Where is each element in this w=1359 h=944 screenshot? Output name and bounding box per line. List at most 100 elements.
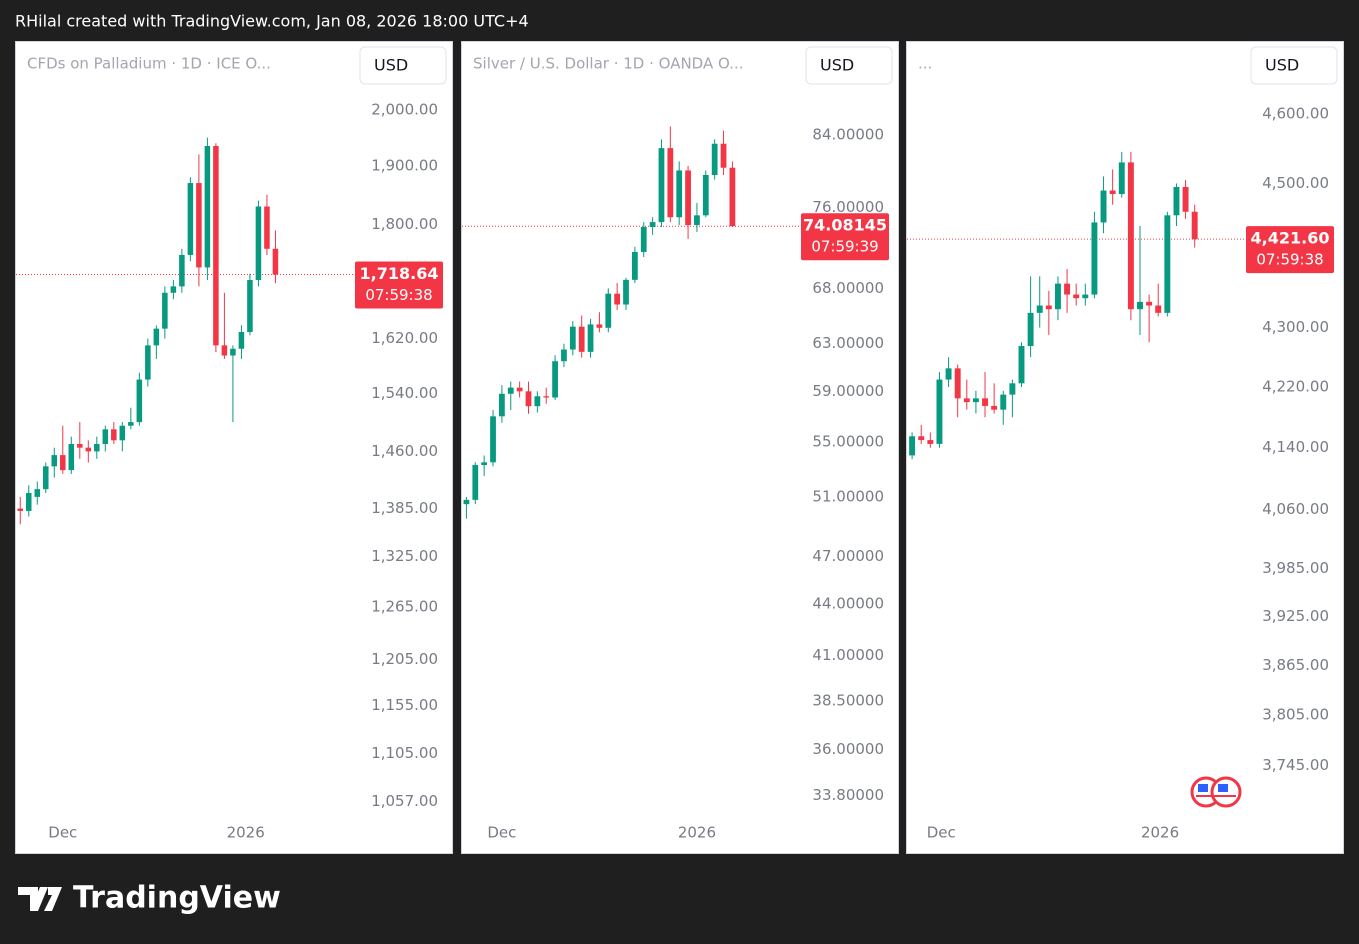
candle-body [94, 443, 100, 452]
candle-body [694, 215, 700, 226]
countdown: 07:59:38 [1256, 251, 1323, 269]
y-tick-label: 4,060.00 [1262, 500, 1329, 518]
candle-body [936, 379, 943, 444]
panel-frame [906, 41, 1344, 854]
y-tick-label: 4,500.00 [1262, 174, 1329, 192]
chart-panel: CFDs on Palladium · 1D · ICE O... USD 2,00… [15, 41, 453, 854]
chart-title: ... [918, 55, 932, 73]
currency-button [359, 46, 447, 85]
last-price-box [801, 213, 889, 261]
y-tick-label: 1,800.00 [371, 215, 438, 233]
candle-body [552, 361, 558, 398]
y-tick-label: 76.00000 [812, 198, 884, 216]
currency-button [1250, 46, 1338, 85]
candle-body [667, 148, 674, 218]
candle-body [614, 293, 621, 305]
candle-body [43, 466, 49, 490]
y-tick-label: 1,265.00 [371, 597, 438, 615]
candle-body [1100, 190, 1107, 223]
candle-body [102, 429, 109, 444]
candle-body [1009, 383, 1016, 395]
chart-title: Silver / U.S. Dollar · 1D · OANDA O... [473, 55, 744, 73]
candle-body [991, 405, 998, 410]
candle-body [1073, 294, 1080, 299]
candle-body [68, 443, 75, 471]
y-tick-label: 1,385.00 [371, 499, 438, 517]
candle-body [1082, 294, 1089, 299]
candle-body [702, 174, 709, 216]
y-tick-label: 44.00000 [812, 595, 884, 613]
y-tick-label: 36.00000 [812, 740, 884, 758]
candle-body [945, 368, 952, 380]
candle-body [972, 398, 979, 403]
x-tick-label: 2026 [227, 824, 265, 842]
y-tick-label: 3,805.00 [1262, 706, 1329, 724]
flags [1190, 776, 1242, 808]
candle-body [145, 345, 151, 380]
candle-body [472, 465, 479, 500]
candle-body [982, 398, 988, 406]
y-tick-label: 1,620.00 [371, 329, 438, 347]
chart-panel: Silver / U.S. Dollar · 1D · OANDA O... US… [461, 41, 899, 854]
candle-body [543, 396, 550, 398]
candle-body [128, 422, 134, 426]
candle-body [1027, 312, 1034, 347]
candle-body [1146, 301, 1153, 306]
y-tick-label: 4,600.00 [1262, 104, 1329, 122]
candle-body [596, 324, 603, 328]
chart-panel: ... USD 4,600.00 4,500.00 4,300.00 4,220.00 4,… [906, 41, 1344, 854]
candle-body [490, 416, 496, 463]
currency-button [805, 46, 893, 85]
candle-body [17, 508, 24, 511]
candle-body [162, 292, 168, 329]
y-tick-label: 84.00000 [812, 126, 884, 144]
last-price-label: 1,718.64 [360, 264, 439, 283]
candle-body [623, 279, 629, 305]
last-price-box [1246, 226, 1334, 274]
x-tick-label: 2026 [1141, 824, 1179, 842]
x-tick-label: 2026 [678, 824, 716, 842]
candle-body [238, 331, 245, 349]
candle-body [1091, 222, 1098, 295]
candle-body [1045, 305, 1052, 310]
currency-label: USD [820, 56, 854, 75]
candle-body [587, 324, 594, 352]
x-tick-label: Dec [927, 824, 956, 842]
candle-body [25, 493, 32, 511]
y-tick-label: 51.00000 [812, 488, 884, 506]
y-tick-label: 3,865.00 [1262, 656, 1329, 674]
candle-body [534, 396, 541, 407]
candle-body [51, 455, 58, 467]
last-price-label: 4,421.60 [1251, 229, 1330, 248]
candle-body [507, 387, 514, 394]
y-tick-label: 63.00000 [812, 334, 884, 352]
candle-body [179, 254, 185, 287]
last-price-label: 74.08145 [803, 216, 887, 235]
candle-body [1137, 301, 1143, 310]
candle-body [60, 455, 66, 471]
y-tick-label: 1,900.00 [371, 156, 438, 174]
candle-body [1036, 305, 1043, 313]
candle-body [605, 293, 612, 328]
candle-body [230, 348, 236, 356]
candle-body [264, 206, 270, 249]
candle-body [272, 248, 279, 275]
y-tick-label: 33.80000 [812, 786, 884, 804]
y-tick-label: 3,925.00 [1262, 607, 1329, 625]
candle-body [649, 222, 656, 227]
y-tick-label: 1,325.00 [371, 547, 438, 565]
y-tick-label: 1,105.00 [371, 744, 438, 762]
y-tick-label: 1,155.00 [371, 696, 438, 714]
y-tick-label: 1,540.00 [371, 384, 438, 402]
y-tick-label: 59.00000 [812, 382, 884, 400]
candle-body [569, 326, 576, 350]
candle-body [640, 226, 647, 252]
y-tick-label: 3,985.00 [1262, 559, 1329, 577]
candle-body [213, 146, 219, 346]
candle-body [909, 436, 916, 456]
candle-body [247, 280, 253, 332]
countdown: 07:59:39 [811, 238, 878, 256]
header: RHilal created with TradingView.com, Jan… [15, 12, 529, 31]
candle-body [516, 387, 523, 392]
